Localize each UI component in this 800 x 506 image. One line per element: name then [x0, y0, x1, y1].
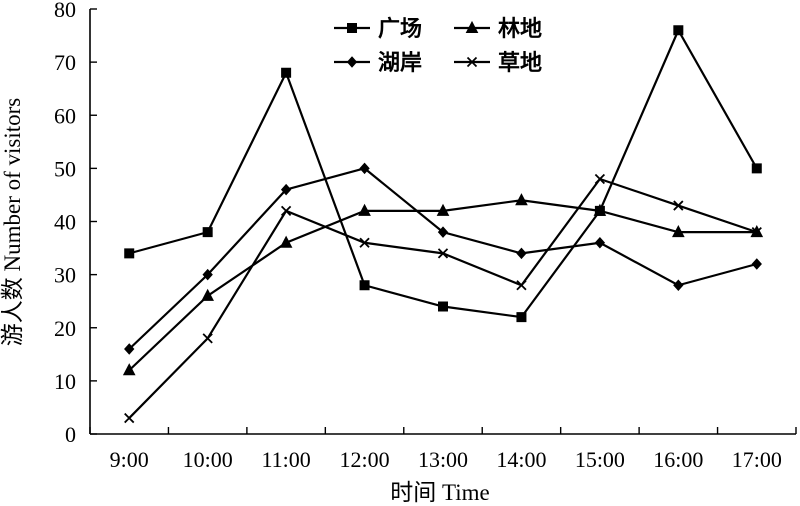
data-point — [122, 363, 136, 376]
data-point — [358, 203, 371, 216]
legend-label: 广场 — [378, 16, 422, 42]
y-tick-label: 30 — [54, 263, 76, 288]
y-tick-label: 10 — [54, 369, 76, 394]
data-point — [436, 203, 450, 216]
x-tick-label: 17:00 — [732, 447, 782, 472]
y-tick-label: 60 — [54, 103, 76, 128]
legend-label: 草地 — [498, 50, 542, 76]
x-axis-title: 时间 Time — [390, 480, 489, 505]
data-point — [359, 162, 370, 175]
legend-item: 广场 — [334, 16, 422, 42]
series-2 — [122, 193, 764, 376]
legend-item: 湖岸 — [334, 51, 422, 76]
data-point — [124, 343, 135, 355]
legend-marker — [347, 23, 357, 33]
y-tick-label: 80 — [54, 0, 76, 22]
data-point — [672, 225, 685, 238]
data-point — [280, 205, 292, 217]
data-point — [202, 268, 213, 281]
legend-marker — [466, 56, 478, 68]
series-4 — [124, 173, 762, 424]
data-point — [437, 226, 449, 238]
data-point — [202, 333, 213, 344]
x-tick-label: 16:00 — [653, 447, 703, 472]
series-line — [128, 27, 758, 319]
legend-label: 林地 — [498, 17, 542, 42]
data-point — [437, 248, 449, 259]
data-point — [751, 163, 762, 174]
x-tick-label: 12:00 — [339, 447, 389, 472]
x-tick-label: 14:00 — [496, 447, 546, 472]
data-point — [594, 237, 606, 249]
legend-marker — [346, 56, 358, 68]
series-layer — [122, 25, 764, 424]
x-tick-label: 11:00 — [261, 447, 310, 472]
data-point — [516, 280, 527, 291]
data-point — [593, 203, 607, 216]
data-point — [516, 247, 527, 260]
series-line — [128, 199, 757, 372]
legend-item: 林地 — [454, 17, 542, 42]
data-point — [280, 183, 292, 196]
data-point — [279, 235, 293, 248]
data-point — [516, 312, 527, 323]
y-tick-label: 40 — [54, 210, 76, 235]
x-tick-label: 13:00 — [418, 447, 468, 472]
series-3 — [124, 162, 762, 355]
legend-label: 湖岸 — [378, 51, 422, 76]
data-point — [202, 227, 213, 238]
y-ticks: 0 10 20 30 40 50 60 70 80 — [54, 0, 97, 447]
data-point — [594, 173, 606, 185]
data-point — [673, 279, 684, 291]
data-point — [201, 288, 214, 301]
data-point — [359, 237, 370, 248]
data-point — [751, 226, 762, 238]
data-point — [438, 301, 448, 312]
y-tick-label: 70 — [54, 50, 76, 75]
data-point — [673, 25, 684, 36]
data-point — [281, 67, 292, 78]
y-axis-title: 游人数 Number of visitors — [0, 98, 25, 347]
legend-item: 草地 — [454, 50, 542, 76]
axes — [89, 9, 796, 435]
y-tick-label: 50 — [54, 156, 76, 181]
x-tick-label: 15:00 — [575, 447, 625, 472]
y-tick-label: 0 — [65, 422, 76, 447]
x-ticks: 9:00 10:00 11:00 12:00 13:00 14:00 15:00 16:00 1… — [89, 427, 797, 472]
data-point — [673, 200, 684, 211]
y-tick-label: 20 — [54, 316, 76, 341]
data-point — [124, 412, 135, 424]
data-point — [124, 248, 135, 259]
data-point — [359, 280, 370, 291]
data-point — [751, 258, 762, 270]
x-tick-label: 10:00 — [183, 447, 233, 472]
x-tick-label: 9:00 — [110, 447, 149, 472]
legend-marker — [465, 20, 479, 33]
data-point — [515, 193, 528, 206]
series-line — [128, 167, 758, 350]
